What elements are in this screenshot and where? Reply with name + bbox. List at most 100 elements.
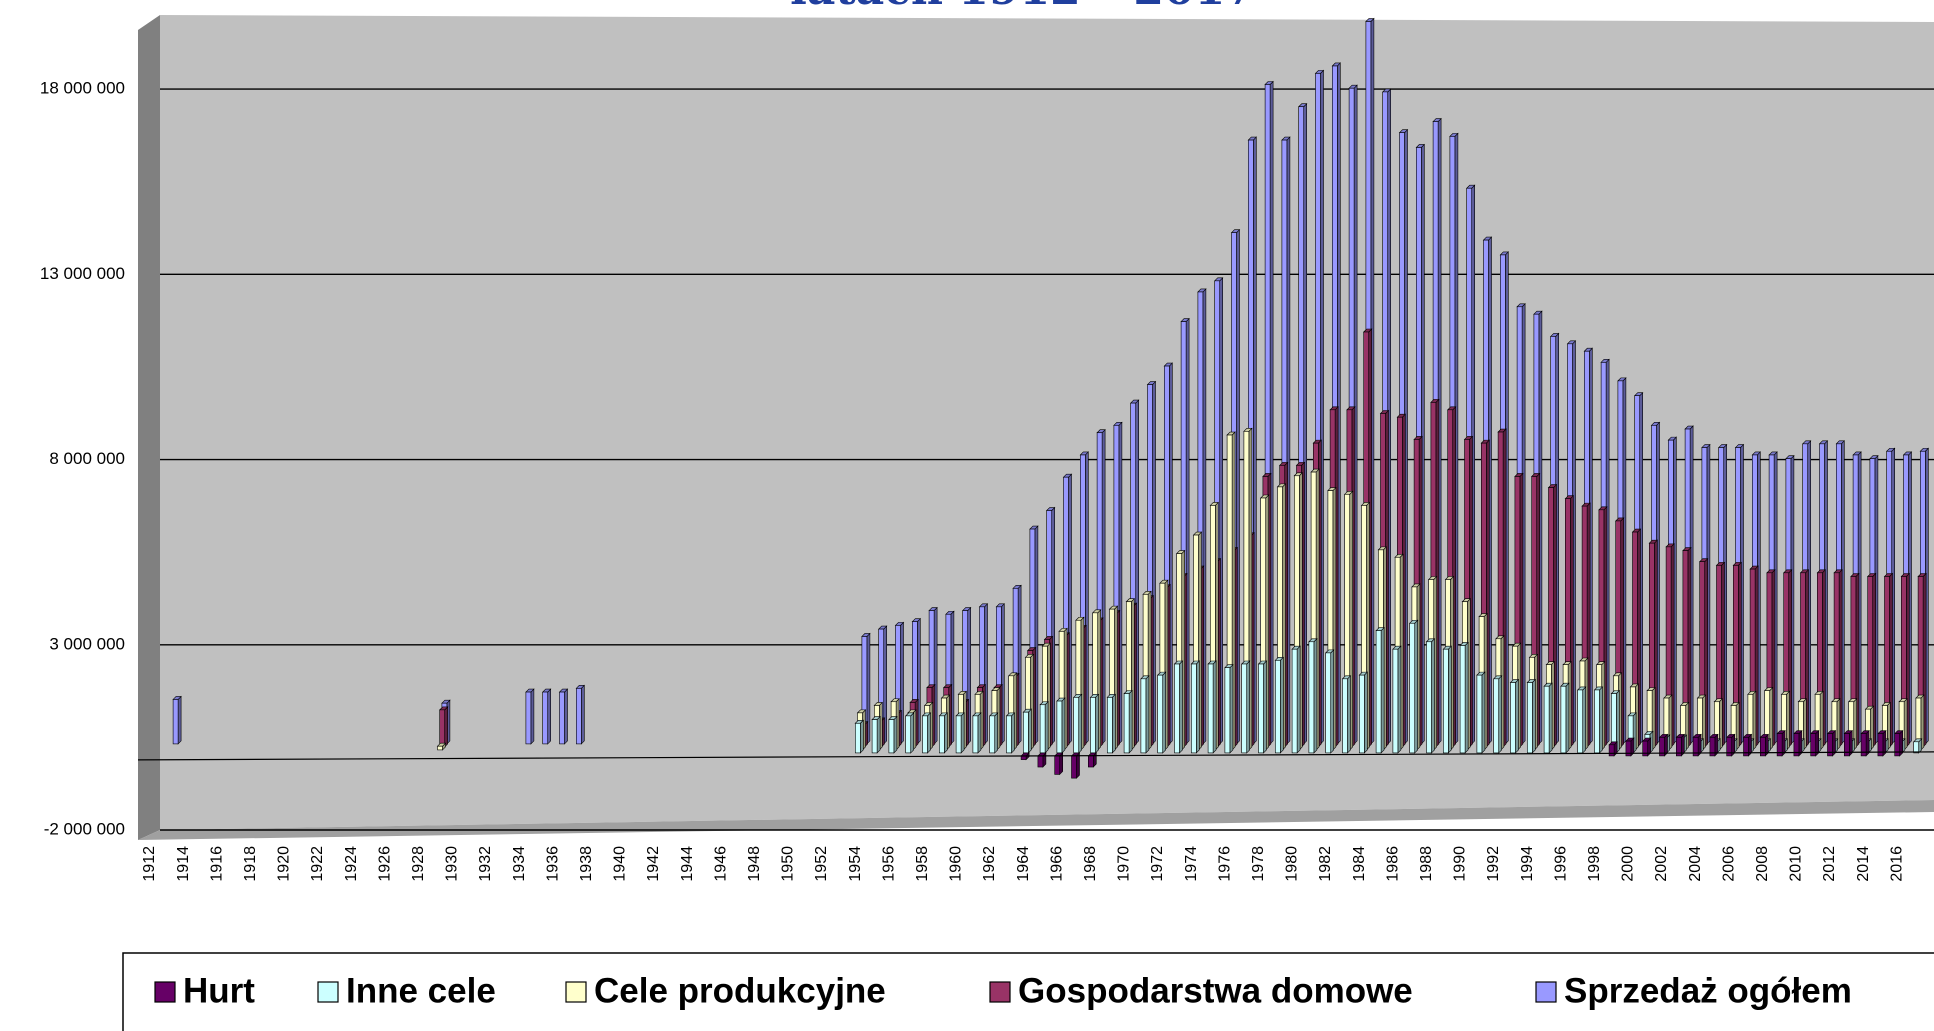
- bar-side: [1431, 638, 1435, 754]
- x-tick-label: 1968: [1082, 846, 1099, 882]
- bar: [922, 715, 928, 754]
- x-tick-label: 1946: [712, 846, 729, 882]
- x-tick-label: 2008: [1754, 846, 1771, 882]
- x-tick-label: 1932: [477, 846, 494, 882]
- legend-swatch: [565, 981, 587, 1003]
- bar: [1827, 733, 1833, 757]
- bar: [1409, 622, 1415, 754]
- x-tick-label: 1990: [1452, 846, 1469, 882]
- legend-swatch: [1535, 981, 1557, 1003]
- bar: [1325, 652, 1331, 754]
- bar: [1659, 737, 1665, 757]
- bar-side: [177, 695, 182, 745]
- bar: [905, 715, 912, 754]
- bar: [1844, 733, 1850, 757]
- bar: [1493, 678, 1499, 754]
- bar: [1426, 641, 1432, 754]
- bar-side: [1565, 682, 1570, 754]
- bar: [439, 709, 446, 748]
- bar-side: [1196, 660, 1200, 754]
- x-tick-label: 1998: [1586, 846, 1603, 882]
- bar-side: [547, 688, 552, 745]
- bar: [1913, 741, 1919, 754]
- x-tick-label: 1972: [1149, 846, 1166, 882]
- x-tick-label: 1956: [880, 846, 897, 882]
- bar-side: [1028, 708, 1032, 754]
- x-tick-label: 1922: [309, 846, 326, 882]
- x-tick-label: 1984: [1351, 846, 1368, 882]
- x-tick-label: 1942: [645, 846, 662, 882]
- bar: [1291, 648, 1298, 754]
- bar-side: [564, 688, 568, 745]
- bar: [1443, 648, 1449, 754]
- bar: [1359, 674, 1365, 754]
- bar-side: [1380, 626, 1385, 754]
- bar-side: [943, 712, 948, 754]
- x-tick-label: 1976: [1216, 846, 1233, 882]
- x-tick-label: 1986: [1384, 846, 1401, 882]
- bar-side: [1076, 752, 1080, 779]
- bar: [1275, 659, 1281, 754]
- bar: [1207, 663, 1214, 754]
- x-tick-label: 1996: [1552, 846, 1569, 882]
- bar-side: [1044, 701, 1049, 754]
- bar: [1560, 685, 1567, 754]
- x-tick-label: 1940: [612, 846, 629, 882]
- x-tick-label: 1934: [511, 846, 528, 882]
- bar: [1056, 700, 1063, 754]
- bar: [542, 691, 549, 745]
- bar-side: [1498, 675, 1502, 754]
- x-tick-label: 1912: [141, 846, 158, 882]
- bar-side: [1179, 660, 1183, 754]
- legend-swatch: [989, 981, 1011, 1003]
- bar-side: [1464, 641, 1469, 754]
- bar: [559, 691, 565, 745]
- bar: [989, 715, 996, 754]
- x-tick-label: 1916: [208, 846, 225, 882]
- x-tick-label: 2002: [1653, 846, 1670, 882]
- bar: [1776, 733, 1783, 757]
- bar-side: [444, 706, 449, 748]
- bar-side: [1112, 693, 1116, 754]
- bar: [1241, 663, 1247, 754]
- bar-side: [1548, 682, 1553, 754]
- x-tick-label: 1950: [780, 846, 797, 882]
- bar: [1676, 737, 1682, 757]
- x-tick-label: 2004: [1687, 846, 1704, 882]
- bar: [1543, 685, 1550, 754]
- y-tick-label: 8 000 000: [49, 449, 125, 468]
- bar: [1006, 715, 1012, 754]
- bar: [1123, 693, 1130, 754]
- bar-side: [1296, 645, 1301, 754]
- x-tick-label: 2014: [1855, 846, 1872, 882]
- bar: [888, 719, 895, 754]
- bar-side: [580, 684, 585, 745]
- x-tick-label: 2010: [1788, 846, 1805, 882]
- bar-side: [1095, 693, 1099, 754]
- bar-side: [1280, 656, 1284, 754]
- bar: [1107, 697, 1113, 754]
- bar-side: [1515, 678, 1519, 754]
- bar: [1224, 667, 1231, 754]
- bar: [1088, 755, 1094, 768]
- x-tick-label: 1926: [376, 846, 393, 882]
- bar-side: [1330, 649, 1334, 754]
- x-tick-label: 1938: [578, 846, 595, 882]
- legend-label: Sprzedaż ogółem: [1564, 971, 1852, 1010]
- x-tick-label: 1964: [1015, 846, 1032, 882]
- bar-side: [876, 715, 881, 754]
- bar: [1709, 737, 1716, 757]
- x-tick-label: 1980: [1284, 846, 1301, 882]
- bar: [854, 722, 861, 754]
- bar: [1527, 682, 1533, 754]
- bar-side: [1347, 675, 1351, 754]
- bar-side: [1078, 693, 1082, 754]
- x-tick-label: 1992: [1485, 846, 1502, 882]
- x-tick-label: 1920: [276, 846, 293, 882]
- x-tick-label: 1944: [679, 846, 696, 882]
- x-tick-label: 1994: [1519, 846, 1536, 882]
- bar: [1860, 733, 1867, 757]
- bar-side: [1364, 671, 1368, 754]
- x-tick-label: 1936: [544, 846, 561, 882]
- x-tick-label: 2006: [1720, 846, 1737, 882]
